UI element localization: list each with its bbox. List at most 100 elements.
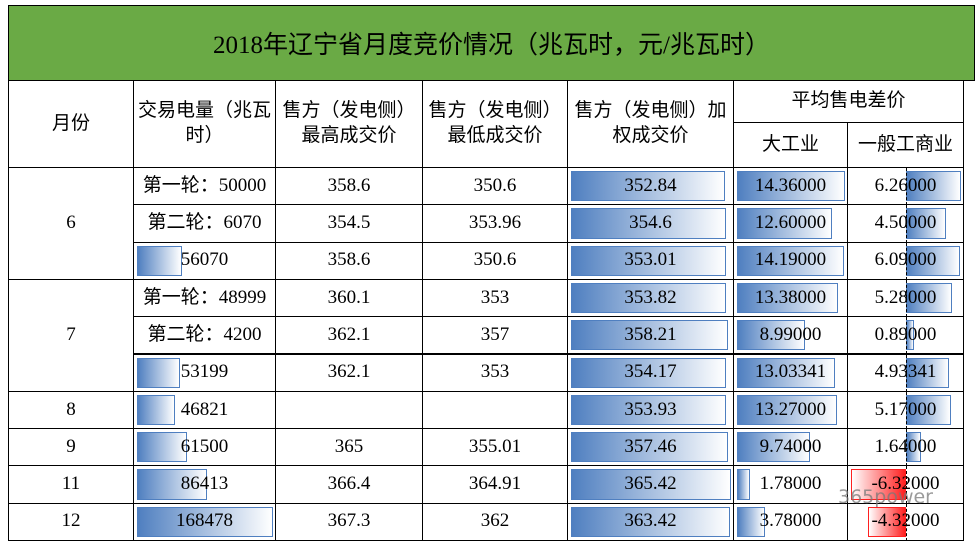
- cell-text: 350.6: [473, 174, 517, 196]
- cell-text: -4.32000: [871, 510, 940, 532]
- cell-text: 6.26000: [874, 174, 937, 196]
- bar-axis: [906, 354, 908, 391]
- cell-text: 5.17000: [874, 398, 937, 420]
- data-bar: [737, 357, 836, 388]
- header-cell: 一般工商业: [847, 122, 964, 168]
- cell-text: 14.36000: [754, 174, 827, 196]
- data-bar: [137, 394, 175, 426]
- data-cell: 353: [422, 278, 568, 318]
- data-cell: 3.78000: [733, 502, 848, 541]
- cell-text: 358.6: [327, 174, 371, 196]
- data-cell: 1.64000: [847, 428, 964, 467]
- data-bar: [737, 469, 751, 500]
- header-cell: 售方（发电侧）最低成交价: [422, 80, 568, 168]
- cell-text: 46821: [180, 398, 229, 420]
- data-cell: 1.78000: [733, 465, 848, 504]
- cell-text: 8: [66, 398, 76, 420]
- data-bar: [571, 208, 727, 239]
- data-bar: [571, 506, 731, 537]
- data-bar: [137, 506, 273, 537]
- header-cell: 售方（发电侧）最高成交价: [275, 80, 423, 168]
- cell-text: 13.38000: [754, 286, 827, 308]
- data-cell: 12.60000: [733, 204, 848, 243]
- cell-text: 6: [66, 212, 76, 234]
- cell-text: 358.21: [624, 323, 677, 345]
- data-cell: 352.84: [567, 167, 734, 206]
- data-cell: 61500: [133, 428, 276, 467]
- header-cell: 月份: [8, 80, 134, 168]
- cell-text: 3.78000: [759, 510, 822, 532]
- month-cell: 8: [8, 390, 134, 430]
- cell-text: 4.93341: [874, 361, 937, 383]
- data-bar: [571, 282, 726, 314]
- cell-text: 354.6: [629, 212, 672, 234]
- data-cell: 5.17000: [847, 390, 964, 430]
- header-cell: 平均售电差价: [733, 80, 964, 123]
- cell-text: -6.32000: [871, 473, 940, 495]
- cell-text: 365.42: [624, 473, 677, 495]
- data-cell: 355.01: [422, 428, 568, 467]
- cell-text: 平均售电差价: [791, 90, 906, 112]
- cell-text: 86413: [180, 473, 229, 495]
- data-cell: 353.01: [567, 241, 734, 280]
- data-cell: 365: [275, 428, 423, 467]
- data-cell: 4.50000: [847, 204, 964, 243]
- cell-text: 大工业: [761, 133, 819, 155]
- data-cell: 350.6: [422, 241, 568, 280]
- data-bar: [571, 357, 727, 388]
- data-cell: 4.93341: [847, 353, 964, 392]
- data-bar: [737, 245, 844, 276]
- cell-text: 13.03341: [754, 361, 827, 383]
- data-cell: 367.3: [275, 502, 423, 541]
- data-bar: [737, 432, 811, 463]
- cell-text: 5.28000: [874, 286, 937, 308]
- cell-text: 362: [480, 510, 510, 532]
- data-cell: 364.91: [422, 465, 568, 504]
- cell-text: 353.96: [468, 212, 522, 234]
- data-cell: 354.17: [567, 353, 734, 392]
- header-cell: 售方（发电侧）加权成交价: [567, 80, 734, 168]
- cell-text: 352.84: [624, 174, 677, 196]
- data-bar: [571, 394, 726, 426]
- data-cell: 第二轮：6070: [133, 204, 276, 243]
- data-cell: 13.38000: [733, 278, 848, 318]
- data-cell: 56070: [133, 241, 276, 280]
- data-bar: [737, 171, 845, 202]
- bar-axis: [906, 168, 908, 205]
- cell-text: 353: [480, 286, 510, 308]
- data-cell: 358.21: [567, 316, 734, 355]
- cell-text: 1.78000: [759, 473, 822, 495]
- cell-text: 53199: [180, 361, 229, 383]
- data-cell: -6.32000: [847, 465, 964, 504]
- data-bar: [737, 282, 838, 314]
- data-cell: 53199: [133, 353, 276, 392]
- data-cell: 14.36000: [733, 167, 848, 206]
- data-cell: 358.6: [275, 167, 423, 206]
- data-bar: [137, 432, 187, 463]
- cell-text: 售方（发电侧）最高成交价: [282, 100, 416, 146]
- cell-text: 11: [61, 473, 81, 495]
- data-cell: 365.42: [567, 465, 734, 504]
- data-cell: 46821: [133, 390, 276, 430]
- data-cell: 第一轮：48999: [133, 278, 276, 318]
- data-bar: [737, 208, 832, 239]
- cell-text: 354.17: [624, 361, 677, 383]
- data-bar: [906, 394, 952, 426]
- cell-text: 353.01: [624, 249, 677, 271]
- data-bar: [737, 394, 837, 426]
- cell-text: 交易电量（兆瓦时）: [138, 100, 272, 146]
- cell-text: 第二轮：4200: [147, 323, 262, 345]
- data-bar: [571, 320, 728, 351]
- data-bar: [571, 171, 726, 202]
- data-cell: 360.1: [275, 278, 423, 318]
- data-cell: 362.1: [275, 353, 423, 392]
- data-bar: [137, 245, 183, 276]
- data-bar: [906, 357, 950, 388]
- cell-text: 9.74000: [759, 435, 822, 457]
- cell-text: 56070: [180, 249, 229, 271]
- cell-text: 8.99000: [759, 323, 822, 345]
- data-bar: [737, 320, 805, 351]
- data-cell: 0.89000: [847, 316, 964, 355]
- data-cell: 357: [422, 316, 568, 355]
